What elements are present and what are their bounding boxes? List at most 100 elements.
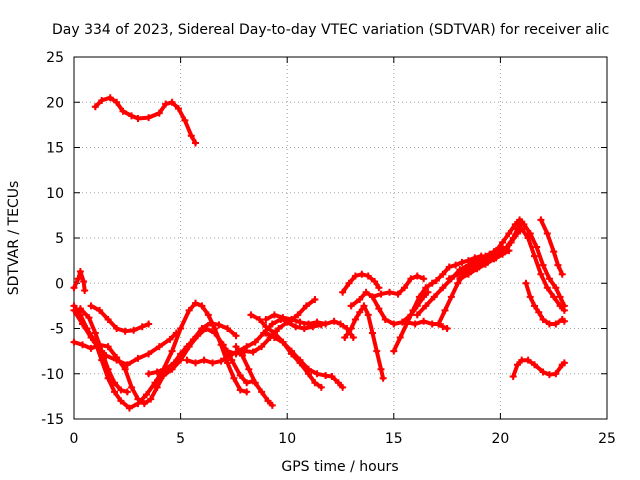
data-point-s19: [439, 270, 447, 278]
data-point-s21: [430, 293, 438, 301]
data-point-s16: [377, 365, 385, 373]
data-point-s18: [394, 290, 402, 298]
data-point-s05: [104, 343, 112, 351]
y-tick-label: 10: [46, 186, 64, 202]
data-point-s03: [192, 299, 200, 307]
data-point-s22: [441, 306, 449, 314]
data-point-s04: [166, 335, 174, 343]
data-point-s02: [81, 286, 89, 294]
data-point-s20: [439, 323, 447, 331]
data-point-s16: [356, 308, 364, 316]
data-point-s04: [123, 361, 131, 369]
data-point-s02: [74, 275, 82, 283]
data-point-s05: [134, 395, 142, 403]
data-point-s03: [185, 306, 193, 314]
data-point-s14: [296, 318, 304, 326]
data-point-s14: [270, 311, 278, 319]
data-point-s05: [121, 365, 129, 373]
data-point-s22: [499, 239, 507, 247]
data-point-s10: [224, 347, 232, 355]
data-point-s16: [373, 347, 381, 355]
data-point-s18: [368, 293, 376, 301]
data-point-s01: [174, 105, 182, 113]
data-point-s07: [111, 379, 119, 387]
data-point-s11: [251, 379, 259, 387]
data-point-s08: [198, 325, 206, 332]
data-point-s26: [550, 248, 558, 256]
data-point-s19: [415, 293, 423, 301]
series-line-s28: [511, 358, 567, 379]
data-point-s13: [334, 379, 342, 387]
data-point-s22: [556, 293, 564, 301]
data-point-s09: [183, 356, 191, 364]
series-group: [70, 94, 568, 412]
data-point-s09: [217, 357, 225, 365]
data-point-s18: [420, 275, 428, 283]
y-tick-label: 20: [46, 95, 64, 111]
series-line-s01: [93, 95, 198, 145]
data-point-s22: [447, 293, 455, 301]
series-line-s17: [349, 290, 430, 326]
data-point-s01: [192, 139, 200, 147]
data-point-s10: [300, 325, 308, 332]
data-point-s20: [428, 320, 436, 328]
data-point-s17: [356, 296, 364, 304]
data-point-s18: [400, 284, 408, 292]
data-point-s06: [96, 306, 104, 314]
data-point-s25: [473, 265, 481, 273]
data-point-s19: [409, 306, 417, 314]
data-point-s01: [134, 115, 142, 123]
data-point-s06: [130, 326, 138, 334]
data-point-s16: [341, 334, 349, 342]
data-point-s24: [550, 293, 558, 301]
y-tick-label: 0: [55, 276, 64, 292]
data-point-s02: [76, 267, 84, 275]
data-point-s15: [345, 279, 353, 287]
data-point-s13: [279, 338, 287, 346]
data-point-s12: [255, 315, 263, 323]
data-point-s17: [347, 302, 355, 310]
data-point-s22: [533, 243, 541, 251]
data-point-s24: [543, 284, 551, 292]
data-point-s25: [456, 275, 464, 283]
data-point-s11: [264, 397, 272, 405]
data-point-s15: [339, 288, 347, 296]
data-point-s22: [545, 275, 553, 283]
x-tick-label: 0: [70, 431, 79, 447]
data-point-s09: [209, 359, 217, 367]
data-point-s19: [445, 263, 453, 271]
data-point-s16: [368, 329, 376, 337]
data-point-s05: [211, 329, 219, 337]
data-point-s15: [358, 270, 366, 278]
y-tick-label: -15: [41, 412, 64, 428]
data-point-s16: [351, 315, 359, 323]
data-point-s05: [140, 400, 148, 408]
data-point-s08: [170, 359, 178, 367]
data-point-s20: [420, 317, 428, 325]
data-point-s09: [251, 338, 259, 346]
data-point-s04: [134, 354, 142, 362]
data-point-s27: [531, 302, 539, 310]
data-point-s22: [435, 320, 443, 328]
data-point-s05: [236, 372, 244, 380]
data-point-s18: [407, 275, 415, 283]
data-point-s23: [518, 218, 526, 226]
data-point-s01: [113, 98, 121, 106]
data-point-s28: [513, 361, 521, 369]
grid: [74, 57, 607, 419]
data-point-s03: [177, 325, 185, 332]
data-point-s22: [511, 220, 519, 228]
data-point-s05: [228, 356, 236, 364]
data-point-s28: [545, 371, 553, 379]
data-point-s18: [413, 272, 421, 280]
data-point-s01: [91, 103, 99, 111]
data-point-s17: [381, 315, 389, 323]
data-point-s13: [296, 356, 304, 364]
data-point-s28: [560, 359, 568, 367]
data-point-s11: [268, 401, 276, 409]
data-point-s25: [464, 270, 472, 278]
data-point-s26: [558, 270, 566, 278]
series-line-s03: [72, 301, 249, 411]
data-point-s27: [522, 279, 530, 287]
data-point-s04: [155, 343, 163, 351]
